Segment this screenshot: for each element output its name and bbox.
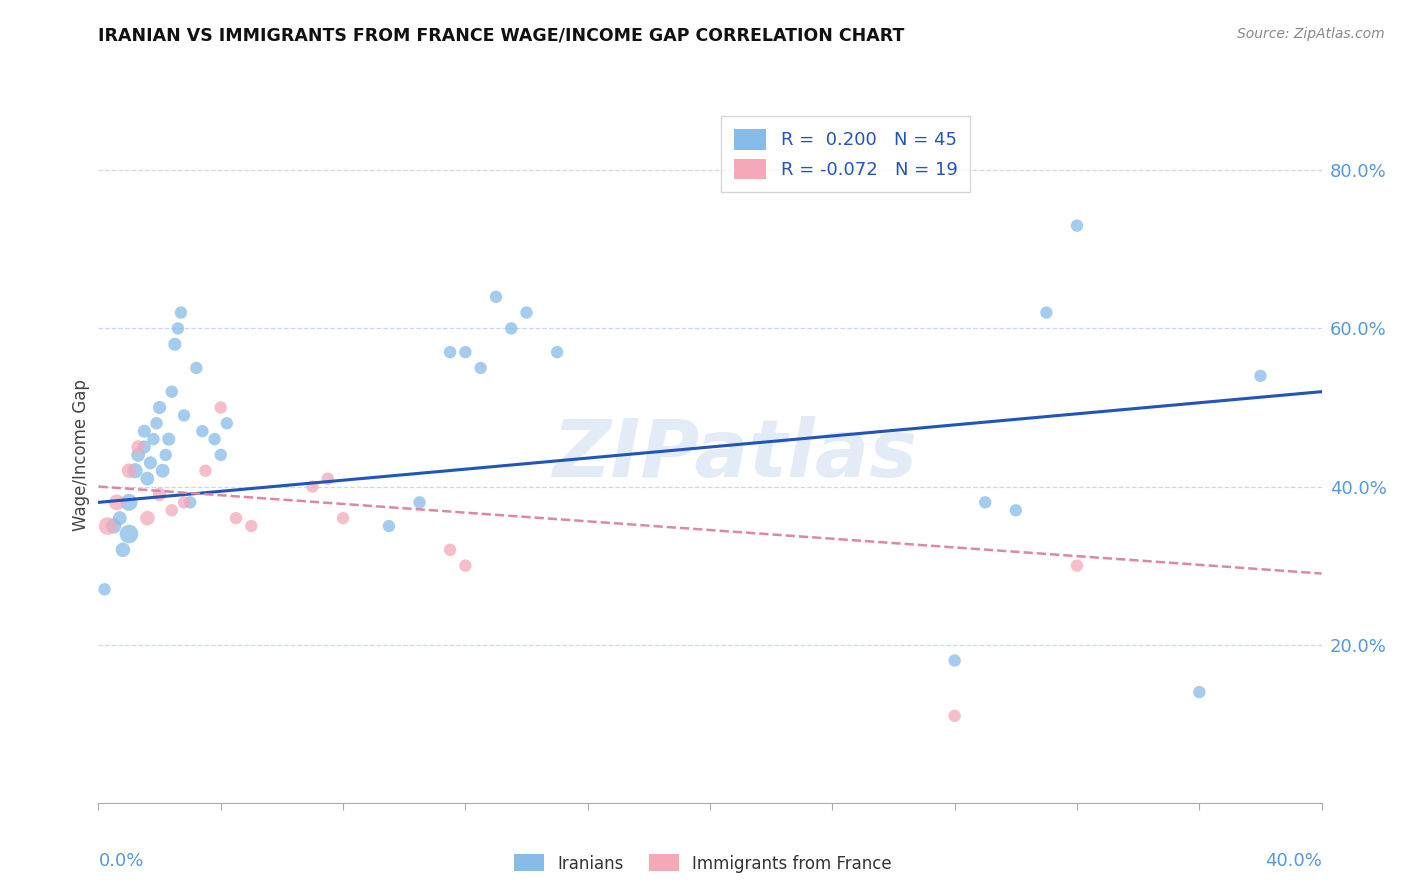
Point xyxy=(134,440,156,454)
Point xyxy=(127,440,149,454)
Point xyxy=(301,479,323,493)
Point xyxy=(378,519,401,533)
Point xyxy=(105,495,128,509)
Text: 0.0%: 0.0% xyxy=(98,852,143,870)
Point xyxy=(408,495,430,509)
Point xyxy=(145,417,167,431)
Point xyxy=(170,305,193,319)
Point xyxy=(1250,368,1272,383)
Point xyxy=(118,527,141,541)
Point xyxy=(93,582,115,597)
Point xyxy=(118,464,141,478)
Point xyxy=(157,432,180,446)
Point xyxy=(160,384,183,399)
Point xyxy=(155,448,177,462)
Point xyxy=(204,432,226,446)
Point xyxy=(943,653,966,667)
Point xyxy=(215,417,238,431)
Point xyxy=(97,519,120,533)
Point xyxy=(1066,558,1088,573)
Text: ZIPatlas: ZIPatlas xyxy=(553,416,917,494)
Point xyxy=(1035,305,1057,319)
Point xyxy=(191,424,214,438)
Point xyxy=(454,345,477,359)
Point xyxy=(167,321,190,335)
Point xyxy=(1004,503,1026,517)
Point xyxy=(454,558,477,573)
Point xyxy=(186,360,208,375)
Y-axis label: Wage/Income Gap: Wage/Income Gap xyxy=(72,379,90,531)
Point xyxy=(173,409,195,423)
Point xyxy=(149,487,172,501)
Point xyxy=(439,345,461,359)
Text: 40.0%: 40.0% xyxy=(1265,852,1322,870)
Point xyxy=(209,448,232,462)
Point xyxy=(163,337,186,351)
Legend: Iranians, Immigrants from France: Iranians, Immigrants from France xyxy=(508,847,898,880)
Point xyxy=(439,542,461,557)
Text: IRANIAN VS IMMIGRANTS FROM FRANCE WAGE/INCOME GAP CORRELATION CHART: IRANIAN VS IMMIGRANTS FROM FRANCE WAGE/I… xyxy=(98,27,905,45)
Point xyxy=(179,495,201,509)
Point xyxy=(136,472,159,486)
Point xyxy=(173,495,195,509)
Text: Source: ZipAtlas.com: Source: ZipAtlas.com xyxy=(1237,27,1385,41)
Point xyxy=(103,519,125,533)
Point xyxy=(149,401,172,415)
Point xyxy=(974,495,997,509)
Point xyxy=(516,305,538,319)
Point xyxy=(139,456,162,470)
Point xyxy=(194,464,217,478)
Point xyxy=(124,464,146,478)
Point xyxy=(142,432,165,446)
Point xyxy=(316,472,339,486)
Point xyxy=(108,511,131,525)
Point xyxy=(225,511,247,525)
Point xyxy=(485,290,508,304)
Point xyxy=(332,511,354,525)
Point xyxy=(943,708,966,723)
Legend: R =  0.200   N = 45, R = -0.072   N = 19: R = 0.200 N = 45, R = -0.072 N = 19 xyxy=(721,116,970,192)
Point xyxy=(152,464,174,478)
Point xyxy=(470,360,492,375)
Point xyxy=(501,321,523,335)
Point xyxy=(240,519,263,533)
Point xyxy=(1188,685,1211,699)
Point xyxy=(134,424,156,438)
Point xyxy=(127,448,149,462)
Point xyxy=(111,542,134,557)
Point xyxy=(546,345,568,359)
Point xyxy=(1066,219,1088,233)
Point xyxy=(118,495,141,509)
Point xyxy=(136,511,159,525)
Point xyxy=(160,503,183,517)
Point xyxy=(209,401,232,415)
